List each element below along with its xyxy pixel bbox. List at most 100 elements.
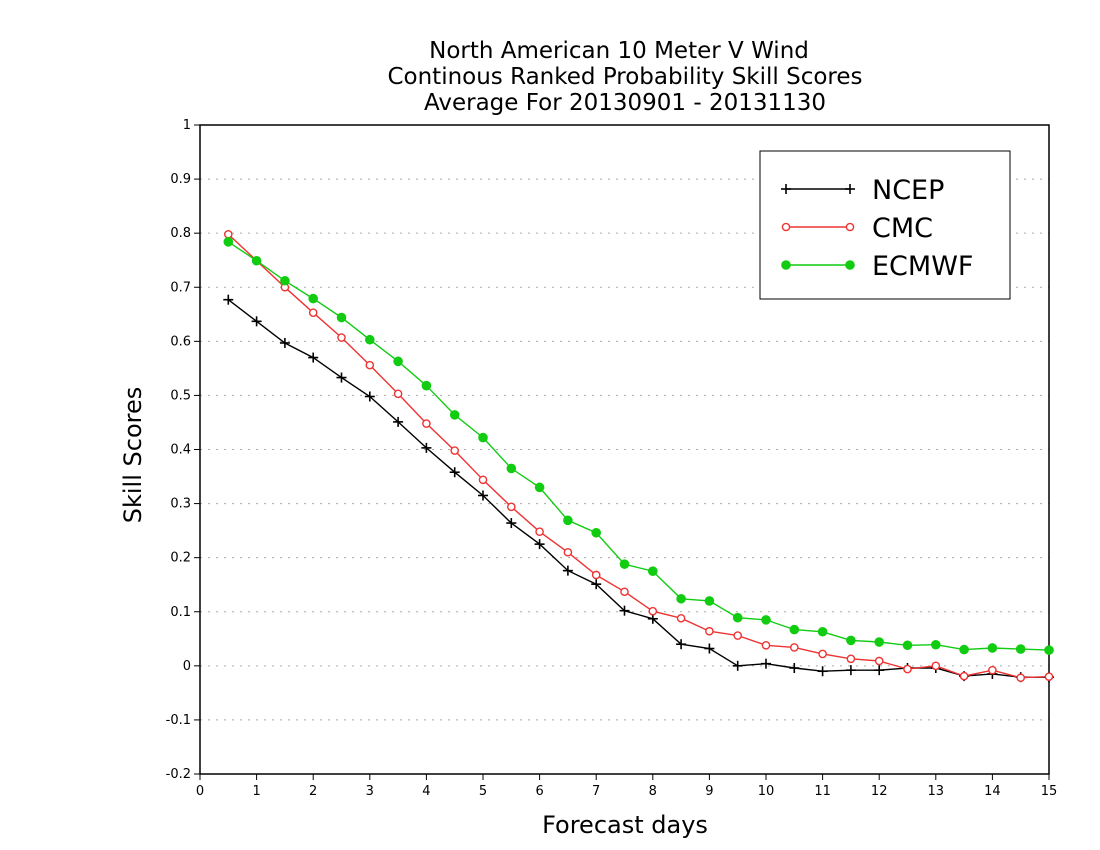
data-point-ncep [421, 442, 432, 453]
x-tick-label: 6 [535, 784, 543, 799]
x-tick-label: 1 [252, 784, 260, 799]
x-tick-label: 13 [928, 784, 945, 799]
x-tick-label: 15 [1041, 784, 1058, 799]
data-point-cmc [903, 664, 912, 674]
data-point-cmc [422, 419, 431, 428]
data-point-ecmwf [676, 593, 686, 604]
data-point-ecmwf [421, 380, 432, 391]
data-point-ecmwf [563, 515, 573, 526]
legend-entry-cmc: CMC [781, 213, 933, 244]
series-line-ecmwf [227, 241, 1050, 651]
data-point-cmc [393, 389, 403, 399]
data-point-cmc [337, 333, 346, 342]
data-point-cmc [563, 547, 573, 557]
legend-label-cmc: CMC [872, 213, 933, 244]
data-point-ncep [732, 660, 743, 671]
data-point-cmc [959, 671, 969, 681]
x-tick-label: 8 [649, 784, 657, 799]
data-point-cmc [308, 308, 318, 317]
legend-marker [781, 260, 791, 270]
data-point-ncep [449, 467, 460, 478]
data-point-ncep [251, 316, 262, 327]
x-axis-label: Forecast days [542, 811, 708, 839]
series-cmc [223, 229, 1054, 683]
x-tick-label: 5 [479, 784, 487, 799]
data-point-ecmwf [280, 275, 290, 286]
data-point-cmc [535, 527, 544, 537]
data-point-ecmwf [506, 463, 517, 474]
chart-title-line-2: Continous Ranked Probability Skill Score… [387, 64, 862, 90]
x-tick-label: 9 [705, 784, 713, 799]
legend-marker [781, 184, 791, 194]
data-point-ncep [506, 518, 517, 529]
data-point-ncep [308, 352, 319, 363]
legend-entry-ncep: NCEP [781, 175, 944, 206]
series-line-ncep [227, 299, 1049, 678]
data-point-ncep [619, 605, 630, 616]
data-point-ecmwf [534, 482, 545, 493]
data-point-ecmwf [648, 566, 658, 576]
data-point-cmc [648, 606, 658, 616]
legend-label-ncep: NCEP [872, 175, 944, 206]
data-point-ecmwf [308, 293, 319, 304]
data-point-ncep [562, 565, 573, 576]
data-point-ecmwf [393, 356, 403, 367]
y-tick-label: -0.2 [166, 767, 191, 782]
y-tick-label: 0.7 [170, 280, 191, 295]
legend: NCEP CMC ECMWF [759, 150, 1011, 300]
data-point-cmc [931, 661, 941, 671]
data-point-ecmwf [449, 410, 460, 420]
data-point-ecmwf [704, 596, 715, 606]
legend-marker [845, 184, 855, 194]
data-point-ecmwf [931, 639, 941, 650]
y-tick-label: 0.8 [170, 226, 191, 241]
data-point-cmc [705, 626, 714, 636]
x-tick-label: 3 [366, 784, 374, 799]
data-point-ncep [676, 639, 687, 650]
data-point-ecmwf [846, 635, 856, 646]
data-point-ecmwf [1015, 644, 1026, 654]
legend-label-ecmwf: ECMWF [872, 251, 973, 282]
data-point-cmc [733, 631, 743, 640]
y-tick-label: 0.9 [170, 172, 191, 187]
data-point-cmc [988, 665, 997, 675]
data-point-ecmwf [365, 334, 375, 345]
data-point-cmc [790, 643, 799, 652]
legend-marker [781, 222, 791, 232]
data-point-ncep [336, 372, 347, 383]
x-tick-label: 7 [592, 784, 600, 799]
chart-title-line-1: North American 10 Meter V Wind [429, 38, 809, 64]
data-point-ncep [874, 665, 885, 676]
series-line-cmc [227, 233, 1050, 679]
chart-title-line-3: Average For 20130901 - 20131130 [424, 90, 826, 116]
legend-box [759, 150, 1011, 300]
data-point-ncep [364, 391, 375, 402]
data-point-cmc [620, 587, 629, 597]
data-point-ecmwf [336, 312, 347, 323]
data-point-ncep [223, 294, 234, 305]
y-tick-label: 0 [183, 659, 191, 674]
data-point-cmc [365, 360, 375, 370]
data-point-cmc [761, 640, 771, 650]
data-point-ecmwf [817, 626, 828, 637]
data-point-cmc [1044, 672, 1054, 681]
y-tick-label: 0.6 [170, 334, 191, 349]
data-point-cmc [818, 649, 827, 659]
data-point-ecmwf [902, 640, 913, 651]
data-point-ecmwf [1044, 645, 1054, 655]
data-point-ncep [761, 658, 771, 669]
legend-marker [845, 260, 855, 270]
data-point-ecmwf [732, 612, 743, 623]
data-point-cmc [478, 475, 488, 485]
data-point-ncep [817, 666, 828, 677]
data-point-ecmwf [761, 615, 771, 625]
data-point-cmc [846, 654, 856, 664]
legend-marker [845, 222, 855, 232]
data-point-ecmwf [619, 559, 630, 569]
axes: -0.2-0.100.10.20.30.40.50.60.70.80.910 1 2… [166, 118, 1058, 799]
x-tick-label: 10 [758, 784, 775, 799]
y-tick-label: 0.2 [170, 551, 191, 566]
y-tick-label: 0.1 [170, 605, 191, 620]
x-tick-label: 2 [309, 784, 317, 799]
